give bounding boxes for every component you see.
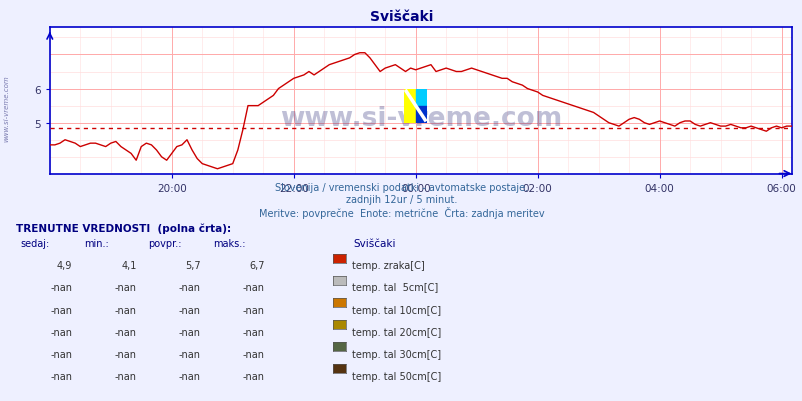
Text: temp. tal 50cm[C]: temp. tal 50cm[C] — [351, 371, 440, 381]
Text: -nan: -nan — [51, 283, 72, 293]
Text: -nan: -nan — [51, 349, 72, 359]
Text: -nan: -nan — [243, 305, 265, 315]
Text: -nan: -nan — [179, 349, 200, 359]
Polygon shape — [415, 106, 427, 124]
Text: -nan: -nan — [243, 349, 265, 359]
Text: -nan: -nan — [115, 371, 136, 381]
Text: -nan: -nan — [243, 327, 265, 337]
Text: -nan: -nan — [115, 305, 136, 315]
Text: Slovenija / vremenski podatki - avtomatske postaje.: Slovenija / vremenski podatki - avtomats… — [274, 182, 528, 192]
Text: -nan: -nan — [51, 371, 72, 381]
Text: www.si-vreme.com: www.si-vreme.com — [279, 106, 561, 132]
Text: temp. tal 10cm[C]: temp. tal 10cm[C] — [351, 305, 440, 315]
Text: -nan: -nan — [51, 305, 72, 315]
Text: TRENUTNE VREDNOSTI  (polna črta):: TRENUTNE VREDNOSTI (polna črta): — [16, 223, 231, 233]
Text: 4,9: 4,9 — [57, 261, 72, 271]
Text: Sviščaki: Sviščaki — [370, 10, 432, 24]
Text: temp. tal 20cm[C]: temp. tal 20cm[C] — [351, 327, 440, 337]
Text: -nan: -nan — [243, 371, 265, 381]
Text: -nan: -nan — [179, 283, 200, 293]
Text: Meritve: povprečne  Enote: metrične  Črta: zadnja meritev: Meritve: povprečne Enote: metrične Črta:… — [258, 207, 544, 219]
Text: www.si-vreme.com: www.si-vreme.com — [3, 75, 9, 142]
Text: -nan: -nan — [179, 327, 200, 337]
Text: temp. zraka[C]: temp. zraka[C] — [351, 261, 424, 271]
Text: -nan: -nan — [115, 327, 136, 337]
Text: -nan: -nan — [179, 305, 200, 315]
Text: zadnjih 12ur / 5 minut.: zadnjih 12ur / 5 minut. — [346, 194, 456, 205]
Text: -nan: -nan — [115, 283, 136, 293]
Polygon shape — [404, 89, 415, 124]
Text: temp. tal  5cm[C]: temp. tal 5cm[C] — [351, 283, 437, 293]
Text: povpr.:: povpr.: — [148, 239, 182, 249]
Text: Sviščaki: Sviščaki — [353, 239, 395, 249]
Text: -nan: -nan — [243, 283, 265, 293]
Text: -nan: -nan — [51, 327, 72, 337]
Text: 5,7: 5,7 — [185, 261, 200, 271]
Text: sedaj:: sedaj: — [20, 239, 49, 249]
Text: temp. tal 30cm[C]: temp. tal 30cm[C] — [351, 349, 440, 359]
Text: min.:: min.: — [84, 239, 109, 249]
Text: -nan: -nan — [115, 349, 136, 359]
Text: maks.:: maks.: — [213, 239, 245, 249]
Text: -nan: -nan — [179, 371, 200, 381]
Text: 4,1: 4,1 — [121, 261, 136, 271]
Polygon shape — [415, 89, 427, 106]
Text: 6,7: 6,7 — [249, 261, 265, 271]
